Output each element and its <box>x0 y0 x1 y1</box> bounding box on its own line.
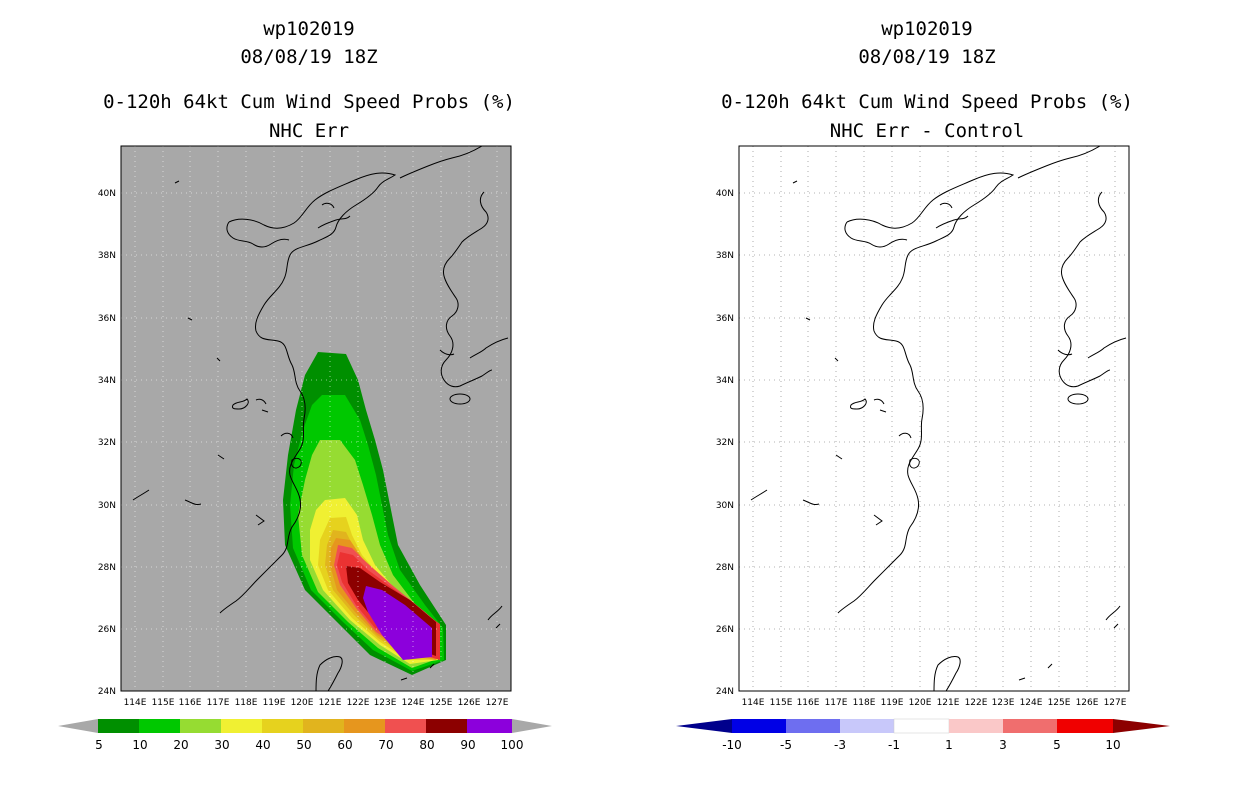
svg-text:124E: 124E <box>402 698 425 708</box>
svg-text:30N: 30N <box>98 501 116 511</box>
svg-text:100: 100 <box>501 738 524 752</box>
right-lon-labels: 114E 115E 116E 117E 118E 119E 120E 121E … <box>742 698 1127 708</box>
svg-text:90: 90 <box>460 738 475 752</box>
svg-text:119E: 119E <box>881 698 904 708</box>
svg-text:60: 60 <box>337 738 352 752</box>
svg-text:5: 5 <box>95 738 103 752</box>
svg-text:36N: 36N <box>98 314 116 324</box>
right-subtitle: NHC Err - Control <box>829 120 1025 142</box>
svg-text:40N: 40N <box>98 189 116 199</box>
svg-text:20: 20 <box>173 738 188 752</box>
svg-text:125E: 125E <box>430 698 453 708</box>
svg-text:124E: 124E <box>1020 698 1043 708</box>
svg-text:118E: 118E <box>853 698 876 708</box>
svg-text:121E: 121E <box>937 698 960 708</box>
left-lon-labels: 114E 115E 116E 117E 118E 119E 120E 121E … <box>124 698 509 708</box>
svg-text:118E: 118E <box>235 698 258 708</box>
svg-text:127E: 127E <box>486 698 509 708</box>
svg-text:121E: 121E <box>319 698 342 708</box>
svg-text:-3: -3 <box>834 738 846 752</box>
svg-text:115E: 115E <box>770 698 793 708</box>
svg-text:50: 50 <box>296 738 311 752</box>
svg-text:1: 1 <box>945 738 953 752</box>
svg-text:36N: 36N <box>716 314 734 324</box>
right-map-background <box>739 146 1129 691</box>
svg-text:10: 10 <box>132 738 147 752</box>
svg-text:30: 30 <box>214 738 229 752</box>
right-lat-labels: 40N 38N 36N 34N 32N 30N 28N 26N 24N <box>716 189 734 697</box>
left-map: 40N 38N 36N 34N 32N 30N 28N 26N 24N 114E… <box>58 145 552 752</box>
left-datetime: 08/08/19 18Z <box>240 46 378 68</box>
svg-text:38N: 38N <box>716 251 734 261</box>
svg-text:26N: 26N <box>98 625 116 635</box>
left-storm-id: wp102019 <box>263 18 355 40</box>
svg-text:120E: 120E <box>909 698 932 708</box>
svg-text:30N: 30N <box>716 501 734 511</box>
svg-text:127E: 127E <box>1104 698 1127 708</box>
svg-text:10: 10 <box>1105 738 1120 752</box>
left-subtitle: NHC Err <box>268 120 350 142</box>
svg-text:117E: 117E <box>825 698 848 708</box>
left-lat-labels: 40N 38N 36N 34N 32N 30N 28N 26N 24N <box>98 189 116 697</box>
svg-text:3: 3 <box>999 738 1007 752</box>
left-product-title: 0-120h 64kt Cum Wind Speed Probs (%) <box>103 91 515 113</box>
left-gridlines <box>121 146 511 691</box>
svg-text:-1: -1 <box>888 738 900 752</box>
right-map: 40N 38N 36N 34N 32N 30N 28N 26N 24N 114E… <box>676 145 1170 752</box>
swath-band-100 <box>363 586 432 660</box>
svg-text:24N: 24N <box>716 687 734 697</box>
svg-text:123E: 123E <box>992 698 1015 708</box>
svg-text:40N: 40N <box>716 189 734 199</box>
svg-text:32N: 32N <box>98 438 116 448</box>
svg-text:115E: 115E <box>152 698 175 708</box>
svg-text:32N: 32N <box>716 438 734 448</box>
right-datetime: 08/08/19 18Z <box>858 46 996 68</box>
svg-text:34N: 34N <box>98 376 116 386</box>
right-product-title: 0-120h 64kt Cum Wind Speed Probs (%) <box>721 91 1133 113</box>
svg-text:24N: 24N <box>98 687 116 697</box>
svg-text:114E: 114E <box>124 698 147 708</box>
left-colorbar: 5 10 20 30 40 50 60 70 80 90 100 <box>58 719 552 752</box>
svg-text:120E: 120E <box>291 698 314 708</box>
svg-text:26N: 26N <box>716 625 734 635</box>
right-storm-id: wp102019 <box>881 18 973 40</box>
svg-text:123E: 123E <box>374 698 397 708</box>
svg-text:117E: 117E <box>207 698 230 708</box>
svg-text:40: 40 <box>255 738 270 752</box>
svg-text:125E: 125E <box>1048 698 1071 708</box>
svg-text:38N: 38N <box>98 251 116 261</box>
svg-text:114E: 114E <box>742 698 765 708</box>
svg-text:28N: 28N <box>98 563 116 573</box>
svg-text:5: 5 <box>1053 738 1061 752</box>
svg-text:-10: -10 <box>722 738 742 752</box>
svg-text:70: 70 <box>378 738 393 752</box>
svg-text:126E: 126E <box>458 698 481 708</box>
svg-text:122E: 122E <box>965 698 988 708</box>
svg-text:34N: 34N <box>716 376 734 386</box>
right-colorbar: -10 -5 -3 -1 1 3 5 10 <box>676 718 1170 752</box>
svg-text:-5: -5 <box>780 738 792 752</box>
probability-swath <box>283 352 446 675</box>
svg-text:116E: 116E <box>797 698 820 708</box>
svg-text:80: 80 <box>419 738 434 752</box>
svg-text:119E: 119E <box>263 698 286 708</box>
svg-text:126E: 126E <box>1076 698 1099 708</box>
svg-text:122E: 122E <box>347 698 370 708</box>
svg-text:28N: 28N <box>716 563 734 573</box>
svg-text:116E: 116E <box>179 698 202 708</box>
